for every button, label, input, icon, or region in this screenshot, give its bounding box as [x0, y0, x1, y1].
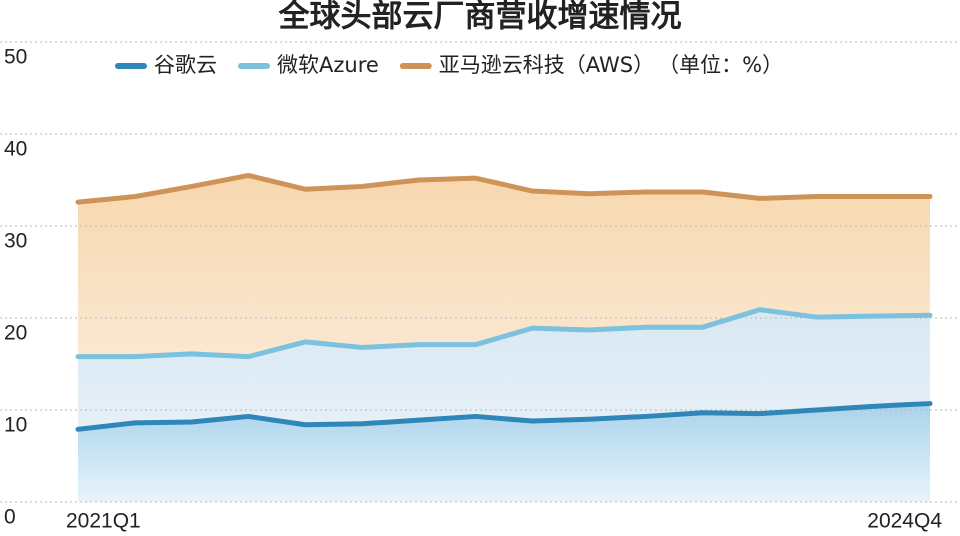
- y-tick-label: 50: [4, 46, 27, 69]
- series-line: [75, 307, 933, 360]
- grid: [0, 41, 960, 503]
- series-line: [75, 401, 933, 432]
- y-tick-label: 10: [4, 414, 27, 437]
- series-area: [78, 403, 930, 502]
- legend-label: 亚马逊云科技（AWS）: [439, 53, 654, 77]
- legend-label: 微软Azure: [277, 53, 379, 77]
- series-line: [75, 172, 933, 205]
- x-tick-label: 2024Q4: [867, 510, 942, 533]
- x-tick-label: 2021Q1: [66, 510, 141, 533]
- y-tick-label: 30: [4, 230, 27, 253]
- unit-label: （单位：%）: [658, 53, 783, 77]
- y-tick-label: 20: [4, 322, 27, 345]
- legend-label: 谷歌云: [154, 53, 217, 77]
- chart-title: 全球头部云厂商营收增速情况: [278, 0, 682, 35]
- y-tick-label: 0: [4, 506, 16, 529]
- y-tick-label: 40: [4, 138, 27, 161]
- legend: 谷歌云 微软Azure 亚马逊云科技（AWS） （单位：%）: [115, 53, 783, 77]
